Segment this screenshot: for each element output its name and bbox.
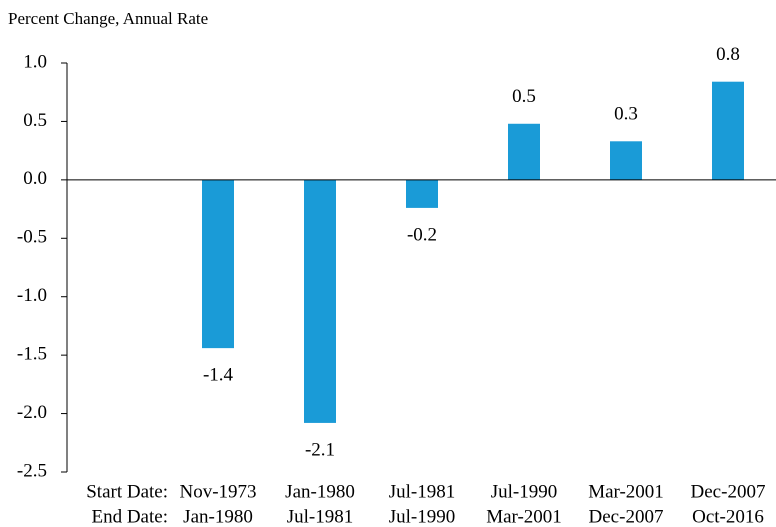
value-label: -2.1 [305,439,335,460]
value-label: -0.2 [407,224,437,245]
y-tick-label: -1.5 [17,344,47,365]
row-label: Start Date: [86,481,168,502]
x-tick-label: Dec-2007 [589,506,664,527]
y-tick-label: -2.0 [17,402,47,423]
value-label: -1.4 [203,364,234,385]
x-tick-label: Mar-2001 [486,506,562,527]
bar [712,81,744,180]
bar [610,141,642,180]
chart-subtitle: Percent Change, Annual Rate [8,9,208,28]
row-label: End Date: [91,506,168,527]
bar [304,179,336,423]
x-tick-label: Jul-1981 [287,506,354,527]
x-tick-label: Jan-1980 [285,481,355,502]
y-tick-label: -1.0 [17,285,47,306]
x-tick-label: Jan-1980 [183,506,253,527]
bar [202,179,234,349]
x-tick-label: Dec-2007 [691,481,766,502]
x-tick-label: Mar-2001 [588,481,664,502]
bar [508,123,540,180]
y-tick-label: 0.0 [23,168,47,189]
value-label: 0.3 [614,104,638,125]
value-label: 0.8 [716,44,740,65]
x-tick-label: Oct-2016 [692,506,764,527]
y-tick-label: 1.0 [23,51,47,72]
y-tick-label: -0.5 [17,227,47,248]
value-label: 0.5 [512,86,536,107]
y-tick-label: 0.5 [23,110,47,131]
bar [406,179,438,208]
x-tick-label: Jul-1990 [491,481,558,502]
y-tick-label: -2.5 [17,460,47,481]
x-tick-label: Jul-1981 [389,481,456,502]
x-tick-label: Nov-1973 [179,481,256,502]
x-tick-label: Jul-1990 [389,506,456,527]
